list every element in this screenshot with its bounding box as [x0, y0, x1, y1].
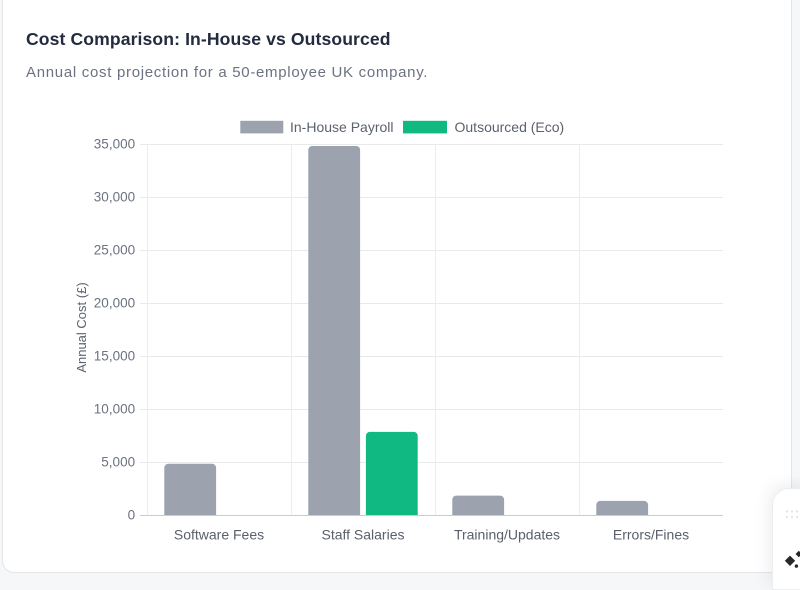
svg-text:5,000: 5,000 [101, 454, 135, 469]
svg-text:25,000: 25,000 [94, 242, 135, 257]
svg-text:Staff Salaries: Staff Salaries [321, 527, 404, 543]
svg-text:Software Fees: Software Fees [174, 527, 264, 543]
svg-text:35,000: 35,000 [94, 136, 135, 151]
svg-text:Errors/Fines: Errors/Fines [613, 527, 689, 543]
svg-text:0: 0 [128, 507, 136, 522]
svg-text:Outsourced (Eco): Outsourced (Eco) [455, 119, 565, 135]
svg-text:10,000: 10,000 [94, 401, 135, 416]
svg-text:Annual Cost (£): Annual Cost (£) [74, 282, 89, 372]
svg-text:In-House Payroll: In-House Payroll [290, 119, 394, 135]
svg-text:Training/Updates: Training/Updates [454, 527, 560, 543]
svg-text:20,000: 20,000 [94, 295, 135, 310]
svg-text:15,000: 15,000 [94, 348, 135, 363]
svg-text:30,000: 30,000 [94, 189, 135, 204]
